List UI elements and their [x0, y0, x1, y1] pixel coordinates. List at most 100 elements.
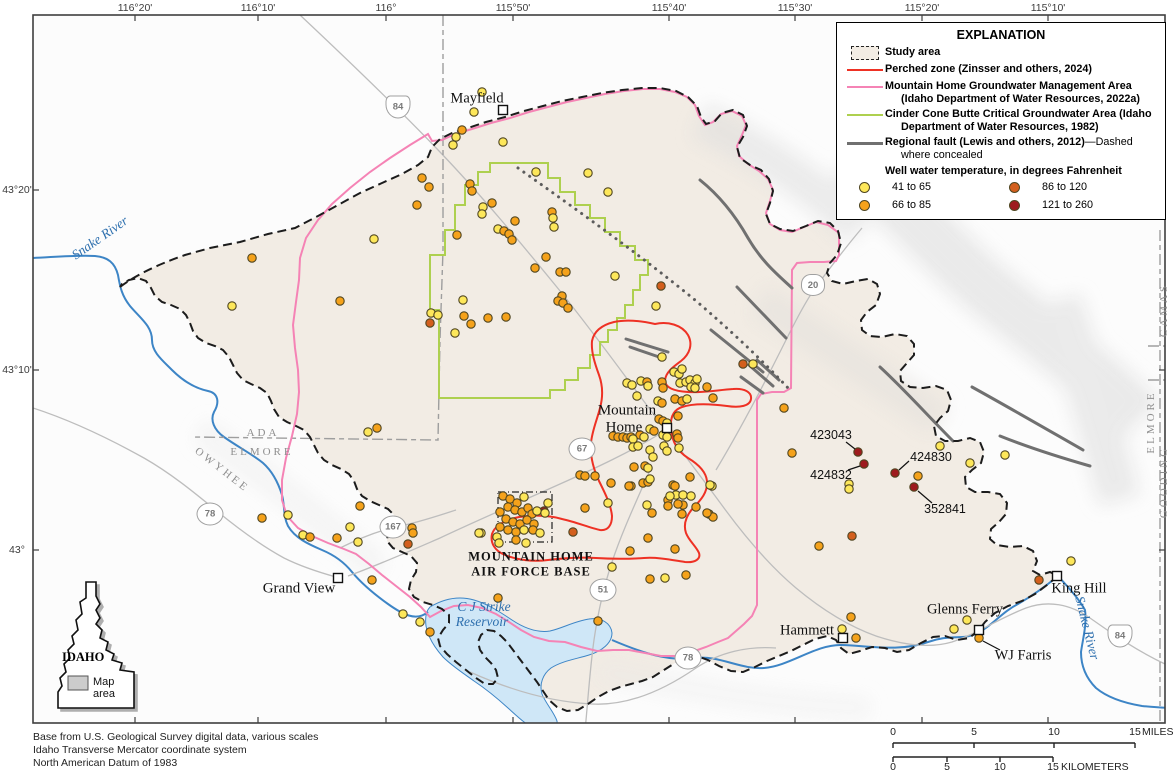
county-lines	[192, 15, 1165, 723]
well-dot	[474, 528, 484, 538]
route-shield-84: 84	[1107, 624, 1133, 648]
well-dot	[853, 447, 863, 457]
ccb-swatch	[847, 114, 883, 116]
credit-line-2: Idaho Transverse Mercator coordinate sys…	[33, 743, 247, 756]
legend-well-classes: 41 to 65 86 to 120 66 to 85 121 to 260	[859, 181, 1157, 211]
well-dot	[651, 301, 661, 311]
well-dot	[844, 484, 854, 494]
graticule-ticks	[33, 15, 1165, 723]
well-dot	[662, 432, 672, 442]
well-class-dot-121-260	[1009, 199, 1020, 211]
well-dot	[498, 137, 508, 147]
well-dot	[403, 539, 413, 549]
well-dot	[847, 531, 857, 541]
well-dot	[691, 502, 701, 512]
well-dot	[412, 200, 422, 210]
legend-well-heading: Well water temperature, in degrees Fahre…	[885, 165, 1122, 177]
well-dot	[603, 498, 613, 508]
well-dot	[459, 311, 469, 321]
route-shield-167: 167	[379, 515, 407, 539]
well-dot	[433, 310, 443, 320]
well-dot	[1000, 450, 1010, 460]
well-dot	[507, 235, 517, 245]
well-dot	[643, 381, 653, 391]
idaho-inset: IDAHO Map area	[46, 580, 156, 715]
route-shield-67: 67	[568, 437, 596, 461]
well-dot	[748, 359, 758, 369]
well-dot	[541, 252, 551, 262]
town-marker	[661, 422, 673, 434]
road-78-south	[469, 646, 777, 705]
well-dot	[1066, 556, 1076, 566]
well-dot	[837, 624, 847, 634]
well-dot	[247, 253, 257, 263]
well-dot	[369, 234, 379, 244]
town-marker	[973, 624, 985, 636]
well-dot	[738, 359, 748, 369]
idaho-outline	[57, 581, 135, 709]
well-dot	[415, 617, 425, 627]
well-dot	[257, 513, 267, 523]
gwma-boundary	[281, 88, 840, 657]
well-dot	[452, 230, 462, 240]
well-dot	[531, 167, 541, 177]
well-dot	[335, 296, 345, 306]
well-dot	[656, 281, 666, 291]
well-dot	[649, 426, 659, 436]
well-dot	[625, 546, 635, 556]
well-dot	[643, 533, 653, 543]
well-dot	[495, 522, 505, 532]
well-dot	[642, 500, 652, 510]
well-dot	[787, 448, 797, 458]
cinder-cone-butte-boundary	[429, 162, 649, 399]
well-dot	[283, 510, 293, 520]
leader-line	[845, 441, 856, 450]
well-dot	[530, 263, 540, 273]
well-dot	[673, 433, 683, 443]
well-dot	[670, 481, 680, 491]
well-dot	[305, 532, 315, 542]
well-dot	[540, 508, 550, 518]
well-dot	[355, 501, 365, 511]
well-dot	[501, 312, 511, 322]
route-shield-78: 78	[196, 502, 224, 526]
well-dot	[677, 509, 687, 519]
well-dot	[603, 187, 613, 197]
well-dot	[935, 441, 945, 451]
route-shield-51: 51	[589, 578, 617, 602]
route-shield-84: 84	[385, 95, 411, 119]
legend-study-label: Study area	[885, 46, 941, 58]
well-dot	[522, 515, 532, 525]
well-dot	[708, 393, 718, 403]
well-dot	[673, 411, 683, 421]
study-area-boundary	[119, 87, 1060, 713]
legend-box: EXPLANATION Study area Perched zone (Zin…	[836, 22, 1166, 220]
well-dot	[563, 303, 573, 313]
well-dot	[345, 522, 355, 532]
well-dot	[408, 528, 418, 538]
well-dot	[859, 459, 869, 469]
well-dot	[705, 480, 715, 490]
well-dot	[648, 452, 658, 462]
well-dot	[519, 492, 529, 502]
well-dot	[702, 382, 712, 392]
well-dot	[645, 474, 655, 484]
leader-lines-layer	[845, 441, 1001, 651]
town-marker	[837, 632, 849, 644]
route-shield-78: 78	[674, 646, 702, 670]
well-class-label: 66 to 85	[892, 199, 932, 211]
legend-gwma-label: Mountain Home Groundwater Management Are…	[885, 80, 1140, 105]
well-class-label: 86 to 120	[1042, 181, 1088, 193]
well-dot	[610, 271, 620, 281]
well-dot	[846, 612, 856, 622]
well-dot	[665, 491, 675, 501]
leader-line	[898, 460, 910, 471]
road-i84	[299, 15, 1165, 665]
well-dot	[503, 525, 513, 535]
well-dot	[532, 506, 542, 516]
wells-layer	[227, 87, 1076, 643]
well-dot	[624, 481, 634, 491]
base-credits: Base from U.S. Geological Survey digital…	[33, 731, 318, 769]
well-dot	[561, 267, 571, 277]
